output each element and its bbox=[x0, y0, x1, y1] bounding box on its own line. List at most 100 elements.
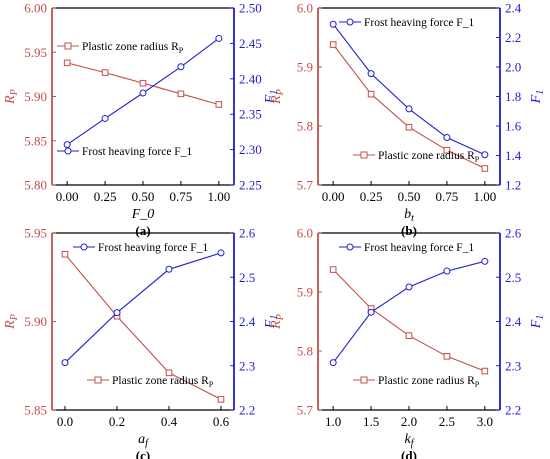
left-y-tick-label: 5.80 bbox=[24, 178, 47, 193]
legend-label: Plastic zone radius RP bbox=[112, 375, 214, 389]
series-line-frost-heaving-force bbox=[64, 252, 222, 364]
data-point-square bbox=[139, 79, 147, 87]
x-axis-label-sub: f bbox=[411, 438, 415, 449]
legend-marker-circle bbox=[80, 243, 88, 251]
x-tick-label: 0.4 bbox=[161, 414, 178, 429]
left-y-axis-label-sub: P bbox=[9, 314, 20, 321]
x-axis-label-main: a bbox=[138, 432, 145, 447]
data-point-square bbox=[481, 165, 489, 172]
legend-entry-plastic-zone-radius: Plastic zone radius RP bbox=[353, 150, 480, 164]
data-point-circle bbox=[443, 134, 451, 142]
data-point-square bbox=[405, 332, 413, 339]
data-point-circle bbox=[329, 359, 337, 367]
legend-label: Frost heaving force F_1 bbox=[364, 17, 474, 29]
right-y-tick-label: 2.2 bbox=[505, 403, 521, 418]
legend-label: Frost heaving force F_1 bbox=[98, 242, 208, 254]
x-tick-label: 2.5 bbox=[439, 414, 455, 429]
left-y-axis-label-main: R bbox=[269, 95, 284, 105]
x-tick-label: 0.0 bbox=[57, 414, 73, 429]
right-y-tick-label: 2.45 bbox=[239, 36, 262, 51]
right-y-axis-label: F1 bbox=[529, 90, 546, 105]
legend-label: Frost heaving force F_1 bbox=[82, 146, 192, 158]
right-y-axis-label: F1 bbox=[263, 90, 280, 105]
left-y-tick-label: 6.00 bbox=[24, 1, 47, 16]
right-y-tick-label: 2.6 bbox=[505, 226, 522, 241]
x-tick-label: 1.5 bbox=[363, 414, 379, 429]
data-point-circle bbox=[177, 63, 185, 71]
data-point-square bbox=[405, 123, 413, 131]
data-point-square bbox=[481, 367, 489, 375]
right-y-axis-label-sub: 1 bbox=[535, 315, 546, 320]
right-y-axis-label-main: F bbox=[529, 94, 544, 104]
right-y-tick-label: 2.4 bbox=[505, 314, 522, 329]
left-y-tick-label: 5.9 bbox=[297, 285, 313, 300]
legend-label: Frost heaving force F_1 bbox=[364, 242, 474, 254]
x-tick-label: 1.0 bbox=[325, 414, 341, 429]
x-tick-label: 1.00 bbox=[207, 189, 230, 204]
panel-label: (b) bbox=[401, 223, 417, 238]
x-tick-label: 3.0 bbox=[477, 414, 493, 429]
legend-marker-square bbox=[64, 42, 72, 50]
data-point-circle bbox=[215, 34, 223, 42]
data-point-circle bbox=[139, 89, 147, 97]
series-line-frost-heaving-force bbox=[332, 23, 486, 156]
x-tick-label: 0.00 bbox=[56, 189, 79, 204]
left-y-tick-label: 5.8 bbox=[297, 119, 313, 134]
legend-label: Plastic zone radius RP bbox=[378, 375, 480, 389]
right-y-tick-label: 1.6 bbox=[505, 119, 522, 134]
data-point-square bbox=[215, 101, 223, 108]
x-tick-label: 0.6 bbox=[213, 414, 230, 429]
x-axis-label-sub: t bbox=[411, 213, 414, 224]
right-y-tick-label: 2.4 bbox=[239, 314, 256, 329]
panel-label: (c) bbox=[136, 448, 150, 459]
left-y-tick-label: 6.0 bbox=[297, 226, 313, 241]
data-point-circle bbox=[165, 265, 173, 273]
left-y-tick-label: 5.90 bbox=[24, 314, 47, 329]
right-y-tick-label: 2.35 bbox=[239, 107, 262, 122]
right-y-tick-label: 2.2 bbox=[505, 30, 521, 45]
left-y-axis-label: RP bbox=[269, 89, 286, 105]
right-y-tick-label: 1.8 bbox=[505, 89, 521, 104]
x-axis-label-main: b bbox=[404, 207, 411, 222]
x-tick-label: 1.00 bbox=[473, 189, 496, 204]
x-axis-label: bt bbox=[404, 207, 414, 224]
left-y-axis-label-sub: P bbox=[275, 314, 286, 321]
left-y-axis-label-sub: P bbox=[9, 89, 20, 96]
data-point-circle bbox=[405, 105, 413, 113]
legend-marker-square bbox=[94, 376, 102, 384]
right-y-axis-label-sub: 1 bbox=[269, 90, 280, 95]
panel-label: (a) bbox=[135, 223, 150, 238]
x-axis-label-main: F_0 bbox=[131, 207, 155, 222]
chart-panel-2: 0.00 0.25 0.50 0.75 1.00 5.7 5.8 5.9 6.0 1.2 1.4 1.… bbox=[269, 1, 546, 239]
data-point-circle bbox=[217, 249, 225, 257]
data-point-circle bbox=[367, 70, 375, 78]
left-y-tick-label: 5.90 bbox=[24, 89, 47, 104]
data-point-square bbox=[61, 250, 69, 258]
left-y-axis-label: RP bbox=[3, 89, 20, 105]
data-point-square bbox=[63, 59, 71, 67]
data-point-square bbox=[367, 90, 375, 98]
right-y-axis-label-main: F bbox=[263, 94, 278, 104]
x-tick-label: 0.00 bbox=[322, 189, 345, 204]
left-y-axis-label-sub: P bbox=[275, 89, 286, 96]
x-tick-label: 0.75 bbox=[170, 189, 193, 204]
right-y-tick-label: 2.40 bbox=[239, 71, 262, 86]
left-y-tick-label: 5.85 bbox=[24, 403, 47, 418]
x-tick-label: 0.25 bbox=[360, 189, 383, 204]
right-y-tick-label: 2.5 bbox=[239, 270, 255, 285]
legend-entry-frost-heaving-force: Frost heaving force F_1 bbox=[57, 146, 192, 158]
data-point-circle bbox=[443, 267, 451, 275]
chart-panel-1: 0.00 0.25 0.50 0.75 1.00 5.80 5.85 5.90 5.95 6.00… bbox=[3, 1, 280, 239]
data-point-square bbox=[177, 90, 185, 98]
right-y-tick-label: 2.6 bbox=[239, 226, 256, 241]
data-point-circle bbox=[367, 308, 375, 316]
left-y-tick-label: 5.7 bbox=[297, 403, 314, 418]
right-y-tick-label: 2.50 bbox=[239, 1, 262, 16]
data-point-square bbox=[443, 353, 451, 360]
data-point-square bbox=[165, 369, 173, 377]
legend-marker-circle bbox=[346, 18, 354, 26]
right-y-tick-label: 2.25 bbox=[239, 178, 262, 193]
chart-panel-3: 0.0 0.2 0.4 0.6 5.85 5.90 5.95 2.2 2.3 2.4 2.5 2.6 R… bbox=[3, 226, 280, 459]
data-point-circle bbox=[481, 257, 489, 265]
data-point-square bbox=[443, 146, 451, 154]
